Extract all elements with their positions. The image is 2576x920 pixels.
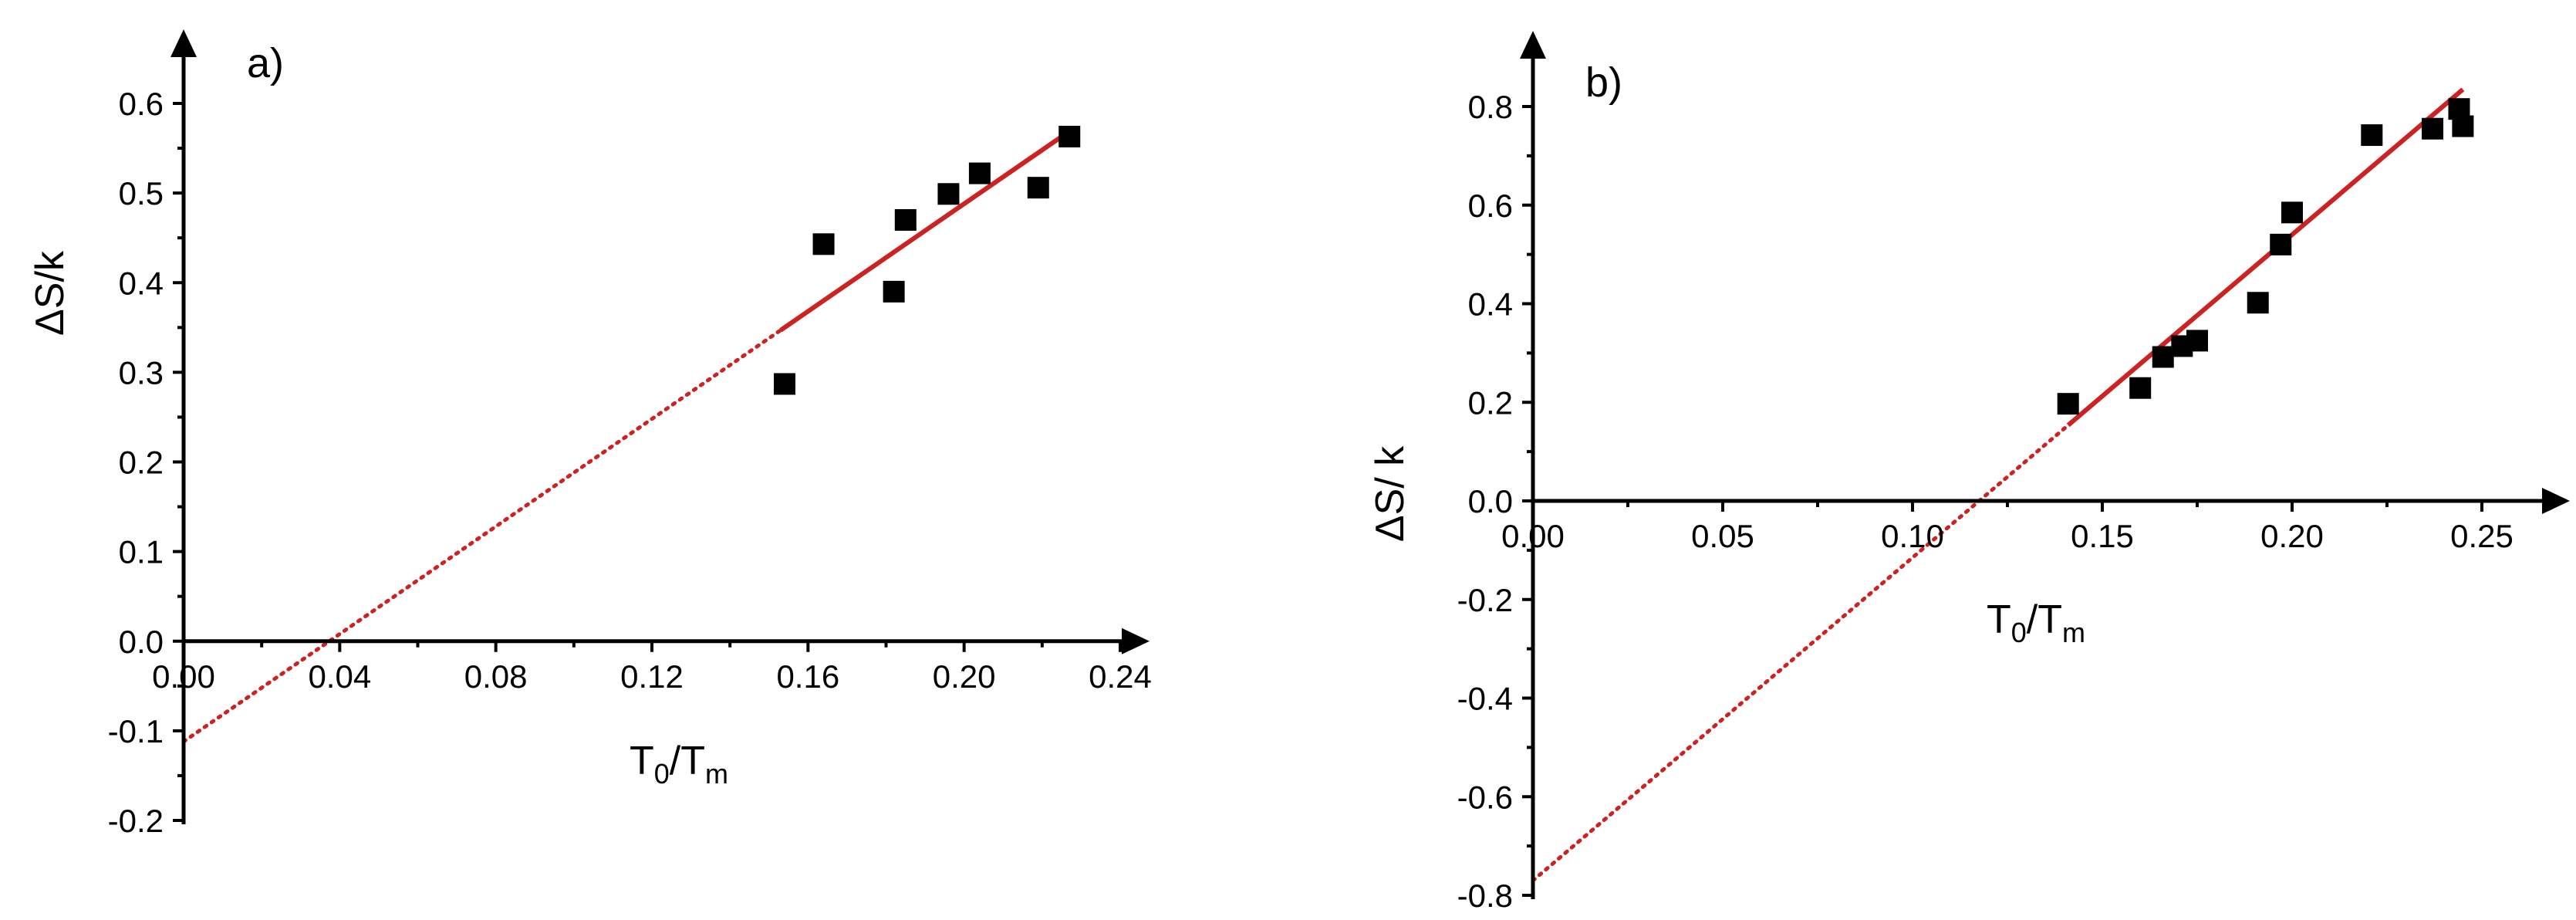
y-tick-labels: -0.8 -0.6 -0.4 -0.2 0.0 0.2 0.4 0.6 0.8: [1457, 89, 1513, 914]
x-tick-label: 0.10: [1881, 518, 1944, 554]
y-tick-label: -0.4: [1457, 681, 1513, 717]
x-tick-label: 0.00: [1501, 518, 1565, 554]
x-tick-label: 0.25: [2450, 518, 2514, 554]
x-axis-title-slash: /T: [2027, 597, 2062, 642]
x-tick-label: 0.00: [152, 658, 215, 695]
x-tick-label: 0.05: [1691, 518, 1754, 554]
x-axis-title: T0/Tm: [630, 739, 728, 790]
data-point: [2281, 201, 2303, 224]
fit-line-extrapolation: [1531, 423, 2071, 883]
x-tick-label: 0.16: [776, 658, 839, 695]
x-axis-title-slash: /T: [670, 739, 705, 783]
x-tick-label: 0.20: [2260, 518, 2324, 554]
x-tick-labels: 0.00 0.04 0.08 0.12 0.16 0.20 0.24: [152, 658, 1152, 695]
data-point: [2270, 233, 2292, 255]
data-point: [2452, 115, 2474, 137]
y-tick-label: 0.6: [1468, 188, 1513, 224]
panel-label: b): [1585, 59, 1622, 106]
y-axis-title: ΔS/k: [28, 250, 73, 336]
data-point: [937, 183, 960, 205]
data-point: [1058, 125, 1081, 147]
data-point: [1027, 177, 1049, 199]
y-tick-label: 0.2: [1468, 384, 1513, 421]
y-tick-label: -0.2: [1457, 582, 1513, 618]
y-tick-label: 0.6: [119, 86, 164, 122]
data-point: [773, 373, 795, 395]
data-point: [2247, 292, 2269, 314]
y-tick-label: 0.0: [119, 624, 164, 660]
data-point: [2057, 393, 2079, 415]
data-point: [2129, 377, 2152, 399]
y-axis-arrow: [1520, 31, 1546, 59]
x-axis-arrow: [2542, 488, 2570, 514]
data-point: [2152, 346, 2174, 368]
y-tick-label: 0.8: [1468, 89, 1513, 125]
y-tick-label: 0.2: [119, 445, 164, 481]
panel-label: a): [247, 40, 284, 86]
y-tick-label: 0.0: [1468, 483, 1513, 519]
y-axis-title: ΔS/ k: [1368, 445, 1413, 542]
data-point: [2361, 124, 2383, 147]
y-axis: [1520, 31, 1546, 899]
x-axis-arrow: [1122, 627, 1150, 654]
fit-line-segment: [779, 129, 1071, 333]
fit-line-solid: [2066, 87, 2465, 428]
x-axis-title: T0/Tm: [1987, 597, 2085, 648]
x-tick-label: 0.04: [308, 658, 371, 695]
x-tick-label: 0.20: [933, 658, 996, 695]
y-tick-label: 0.4: [119, 265, 164, 301]
fit-line-segment: [2066, 87, 2465, 428]
y-tick-label: -0.1: [108, 713, 164, 749]
data-point: [2186, 330, 2208, 352]
x-tick-label: 0.24: [1089, 658, 1152, 695]
y-tick-label: -0.2: [108, 803, 164, 839]
data-point: [894, 208, 917, 231]
x-axis-title-sub1: 0: [2011, 617, 2027, 648]
y-tick-label: 0.4: [1468, 286, 1513, 323]
data-point: [883, 280, 905, 303]
x-axis-title-main: T: [1987, 597, 2011, 642]
data-points: [2057, 98, 2474, 415]
x-axis-title-sub2: m: [705, 758, 728, 790]
x-axis-title-main: T: [630, 739, 654, 783]
data-points: [773, 125, 1081, 395]
y-axis-arrow: [170, 29, 197, 57]
x-tick-label: 0.12: [620, 658, 684, 695]
data-point: [968, 162, 991, 184]
y-tick-label: 0.3: [119, 354, 164, 391]
x-axis: [182, 627, 1150, 654]
y-tick-label: 0.5: [119, 175, 164, 211]
x-axis-title-sub1: 0: [654, 758, 670, 790]
x-axis-title-sub2: m: [2062, 617, 2085, 648]
y-tick-label: 0.1: [119, 534, 164, 570]
y-tick-labels: -0.2 -0.1 0.0 0.1 0.2 0.3 0.4 0.5 0.6: [108, 86, 164, 839]
fit-line-extrapolation: [181, 328, 783, 744]
x-tick-label: 0.08: [464, 658, 528, 695]
fit-line-solid: [779, 129, 1071, 333]
y-axis: [170, 29, 197, 824]
data-point: [812, 233, 835, 255]
x-tick-labels: 0.00 0.05 0.10 0.15 0.20 0.25: [1501, 518, 2514, 554]
chart-panel-a: -0.2-0.10.00.10.20.30.40.50.6 0.00 0.04 0.…: [28, 29, 1152, 839]
y-tick-label: -0.8: [1457, 878, 1513, 914]
fit-line-dotted: [181, 328, 783, 744]
y-tick-label: -0.6: [1457, 779, 1513, 815]
x-tick-label: 0.15: [2071, 518, 2134, 554]
x-axis: [1531, 488, 2570, 514]
data-point: [2422, 117, 2444, 140]
fit-line-dotted: [1531, 423, 2071, 883]
chart-panel-b: -0.8 -0.6 -0.4 -0.2 0.0 0.2 0.4 0.6 0.8 0.00 0.05…: [1368, 31, 2570, 914]
